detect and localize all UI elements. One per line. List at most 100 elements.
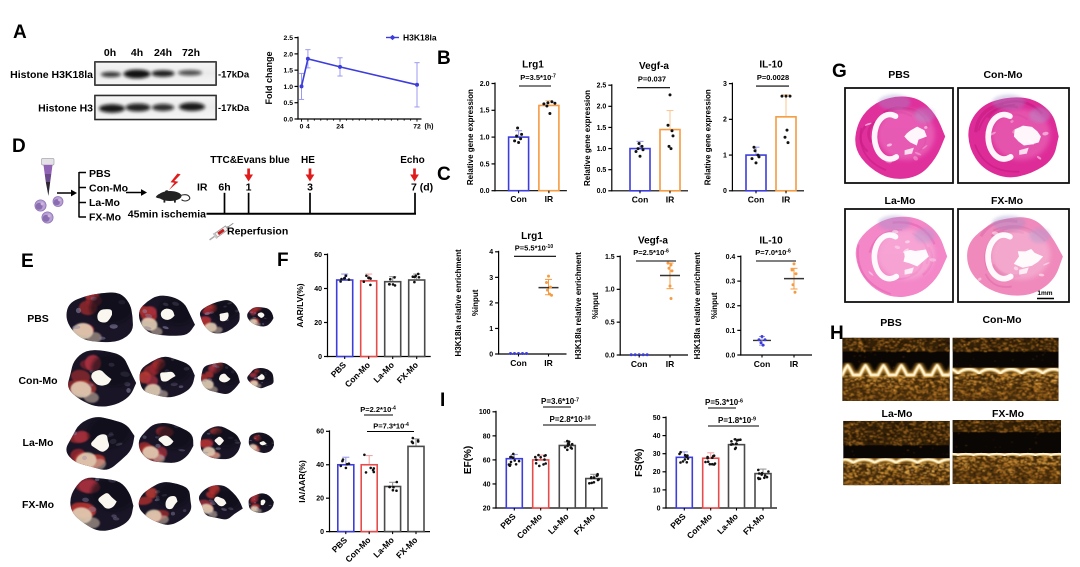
svg-text:-17kDa: -17kDa [218, 103, 250, 114]
svg-text:Histone H3: Histone H3 [38, 103, 93, 115]
svg-text:7 (d): 7 (d) [411, 182, 433, 194]
svg-text:10: 10 [653, 487, 661, 494]
svg-text:PBS: PBS [27, 313, 49, 325]
svg-text:1.0: 1.0 [480, 135, 490, 142]
svg-text:-17kDa: -17kDa [218, 70, 250, 81]
svg-text:IL-10: IL-10 [759, 60, 783, 71]
svg-text:P=5.3*10-6: P=5.3*10-6 [705, 398, 743, 407]
svg-text:Con-Mo: Con-Mo [982, 314, 1021, 326]
svg-text:P=0.037: P=0.037 [638, 75, 666, 84]
svg-text:PBS: PBS [880, 317, 902, 329]
svg-text:Con-Mo: Con-Mo [515, 511, 544, 540]
svg-text:FX-Mo: FX-Mo [572, 511, 597, 536]
svg-text:IR: IR [545, 194, 554, 204]
svg-text:Echo: Echo [400, 155, 424, 166]
svg-text:0.0: 0.0 [726, 352, 736, 359]
svg-text:4h: 4h [131, 47, 143, 59]
svg-text:P=1.8*10-9: P=1.8*10-9 [718, 416, 756, 425]
svg-text:PBS: PBS [668, 511, 688, 531]
svg-text:1mm: 1mm [1037, 290, 1052, 297]
svg-text:45min ischemia: 45min ischemia [128, 209, 206, 221]
svg-text:FS(%): FS(%) [634, 449, 645, 477]
svg-text:B: B [437, 48, 451, 69]
svg-text:4: 4 [489, 249, 493, 256]
svg-text:PBS: PBS [329, 360, 349, 380]
svg-text:0.4: 0.4 [726, 254, 736, 261]
svg-text:EF(%): EF(%) [463, 446, 474, 474]
svg-text:1: 1 [723, 152, 727, 159]
svg-text:2: 2 [723, 117, 727, 124]
svg-text:20: 20 [483, 505, 491, 512]
svg-text:40: 40 [653, 433, 661, 440]
svg-text:50: 50 [653, 415, 661, 422]
svg-text:0: 0 [657, 505, 661, 512]
svg-text:2.0: 2.0 [480, 81, 490, 88]
svg-text:2.5: 2.5 [597, 83, 607, 90]
svg-text:0.0: 0.0 [597, 188, 607, 195]
svg-text:F: F [277, 250, 289, 271]
svg-text:2: 2 [489, 300, 493, 307]
svg-text:H: H [830, 323, 844, 344]
svg-text:1.0: 1.0 [605, 287, 615, 294]
svg-text:A: A [13, 22, 27, 43]
svg-text:0.1: 0.1 [726, 328, 736, 335]
svg-text:0.2: 0.2 [726, 303, 736, 310]
svg-text:Con-Mo: Con-Mo [685, 511, 714, 540]
svg-text:P=3.6*10-7: P=3.6*10-7 [541, 397, 579, 406]
svg-text:Con: Con [510, 358, 527, 368]
svg-text:0: 0 [300, 124, 304, 131]
svg-text:P=3.5*10-7: P=3.5*10-7 [520, 73, 556, 82]
svg-text:P=0.0028: P=0.0028 [757, 73, 789, 82]
svg-text:FX-Mo: FX-Mo [991, 195, 1023, 207]
svg-text:FX-Mo: FX-Mo [22, 499, 54, 511]
svg-text:0: 0 [320, 529, 324, 536]
svg-text:Vegf-a: Vegf-a [638, 235, 668, 246]
svg-text:Histone H3K18la: Histone H3K18la [10, 69, 93, 81]
svg-text:IR: IR [666, 194, 675, 204]
svg-text:40: 40 [316, 462, 324, 469]
svg-text:20: 20 [314, 320, 322, 327]
svg-text:Con-Mo: Con-Mo [343, 360, 372, 389]
svg-text:0.3: 0.3 [726, 279, 736, 286]
svg-text:Relative gene expression: Relative gene expression [583, 90, 592, 186]
svg-text:Con-Mo: Con-Mo [18, 375, 57, 387]
svg-text:0.0: 0.0 [480, 188, 490, 195]
svg-text:2.0: 2.0 [597, 104, 607, 111]
svg-text:Relative gene expression: Relative gene expression [466, 89, 475, 185]
svg-text:100: 100 [479, 409, 491, 416]
svg-text:1.5: 1.5 [597, 125, 607, 132]
svg-text:Con: Con [632, 194, 649, 204]
svg-text:0.0: 0.0 [284, 116, 294, 123]
svg-text:72: 72 [413, 124, 421, 131]
svg-text:IR: IR [790, 359, 799, 369]
svg-text:FX-Mo: FX-Mo [741, 511, 766, 536]
svg-text:IR: IR [666, 359, 675, 369]
svg-text:IR: IR [544, 358, 553, 368]
svg-text:FX-Mo: FX-Mo [992, 408, 1024, 420]
svg-text:3: 3 [723, 81, 727, 88]
svg-text:P=2.8*10-10: P=2.8*10-10 [550, 415, 591, 424]
svg-text:P=7.0*10-6: P=7.0*10-6 [755, 248, 791, 257]
svg-text:E: E [21, 251, 34, 272]
svg-text:Con-Mo: Con-Mo [343, 535, 372, 564]
svg-text:1.5: 1.5 [284, 68, 294, 75]
svg-text:La-Mo: La-Mo [885, 195, 916, 207]
svg-text:0.5: 0.5 [605, 320, 615, 327]
svg-text:IR: IR [782, 194, 791, 204]
svg-text:D: D [12, 136, 26, 157]
svg-text:PBS: PBS [888, 69, 910, 81]
svg-text:0: 0 [489, 351, 493, 358]
svg-text:HE: HE [301, 155, 315, 166]
svg-text:PBS: PBS [89, 168, 111, 180]
svg-text:P=7.3*10-4: P=7.3*10-4 [373, 422, 409, 431]
svg-text:80: 80 [483, 433, 491, 440]
svg-text:%input: %input [710, 292, 719, 319]
svg-text:Con-Mo: Con-Mo [89, 183, 128, 195]
svg-text:C: C [437, 164, 451, 185]
svg-text:AAR/LV(%): AAR/LV(%) [295, 283, 305, 327]
svg-text:60: 60 [314, 252, 322, 259]
svg-text:3: 3 [307, 182, 313, 194]
svg-text:Reperfusion: Reperfusion [227, 226, 288, 238]
svg-text:40: 40 [314, 286, 322, 293]
svg-text:%input: %input [471, 289, 480, 316]
